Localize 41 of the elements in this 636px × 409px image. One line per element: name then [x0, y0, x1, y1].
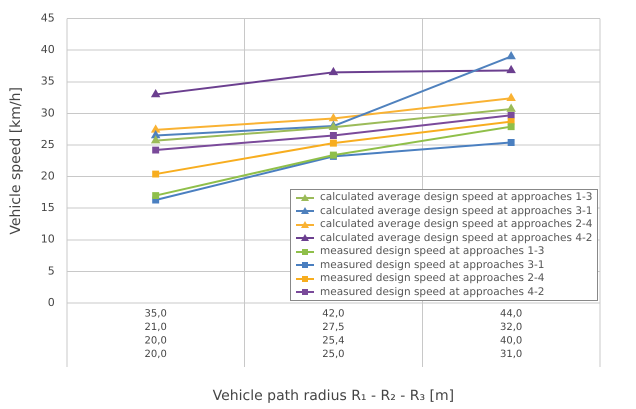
- y-tick-label: 15: [40, 201, 55, 214]
- point: [508, 123, 515, 130]
- legend-label: measured design speed at approaches 3-1: [320, 258, 544, 272]
- x-tick-label: 35,0 21,0 20,0 20,0: [144, 308, 167, 360]
- y-tick-label: 45: [40, 11, 55, 24]
- x-tick-label: 42,0 27,5 25,4 25,0: [322, 308, 345, 360]
- y-tick-label: 40: [40, 43, 55, 56]
- legend-label: measured design speed at approaches 1-3: [320, 245, 544, 258]
- point: [152, 192, 160, 200]
- y-tick-label: 5: [48, 264, 55, 278]
- legend-label: calculated average design speed at approaches 2-4: [320, 218, 592, 232]
- y-tick-label: 0: [48, 296, 55, 309]
- point: [152, 146, 160, 154]
- y-tick-label: 30: [40, 106, 55, 120]
- legend-label: calculated average design speed at approaches 4-2: [320, 232, 592, 245]
- legend-label: measured design speed at approaches 4-2: [320, 286, 544, 299]
- point: [329, 68, 338, 76]
- x-tick-label: 44,0 32,0 40,0 31,0: [500, 308, 522, 360]
- point: [508, 112, 515, 119]
- point: [330, 132, 337, 139]
- legend-label: calculated average design speed at approaches 1-3: [320, 191, 592, 204]
- point: [507, 52, 516, 60]
- legend-label: measured design speed at approaches 2-4: [320, 272, 544, 286]
- point: [152, 136, 160, 144]
- y-axis-title: Vehicle speed [km/h]: [8, 87, 24, 235]
- legend-label: calculated average design speed at approaches 3-1: [320, 204, 592, 218]
- point: [508, 138, 515, 146]
- point: [507, 66, 516, 74]
- y-tick-label: 10: [40, 232, 55, 246]
- point: [152, 131, 160, 138]
- point: [152, 90, 160, 98]
- y-tick-label: 25: [40, 138, 55, 151]
- point: [330, 140, 337, 147]
- y-tick-label: 35: [40, 74, 55, 88]
- point: [329, 114, 338, 122]
- point: [152, 170, 160, 178]
- point: [507, 104, 516, 112]
- point: [507, 94, 516, 101]
- point: [152, 125, 160, 133]
- y-tick-label: 20: [40, 169, 55, 182]
- x-axis-title: Vehicle path radius R₁ - R₂ - R₃ [m]: [212, 388, 454, 404]
